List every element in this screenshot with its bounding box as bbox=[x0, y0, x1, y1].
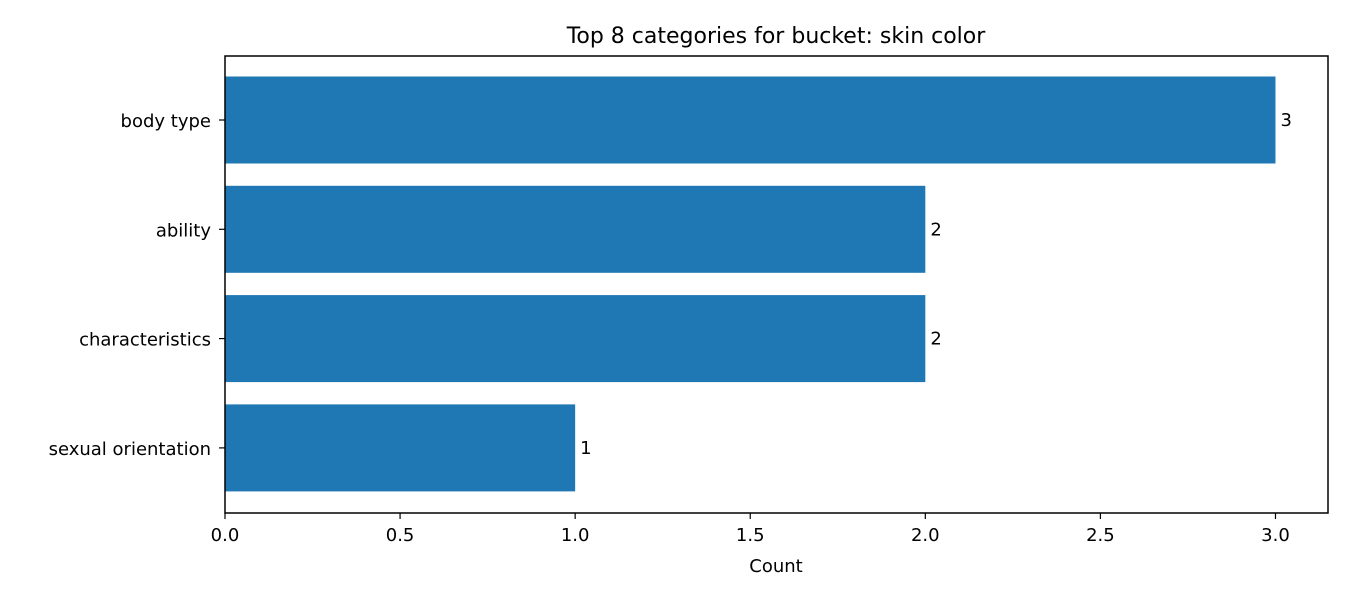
x-tick-label: 3.0 bbox=[1261, 525, 1290, 546]
y-tick-label: ability bbox=[156, 220, 212, 241]
chart-title: Top 8 categories for bucket: skin color bbox=[566, 24, 987, 49]
bar bbox=[225, 185, 926, 273]
bar bbox=[225, 295, 926, 383]
y-tick-label: sexual orientation bbox=[49, 439, 211, 460]
x-tick-label: 0.5 bbox=[386, 525, 415, 546]
bar-value-label: 3 bbox=[1280, 110, 1291, 131]
y-tick-label: characteristics bbox=[79, 330, 211, 351]
x-tick-label: 1.5 bbox=[736, 525, 765, 546]
bar-value-label: 2 bbox=[930, 219, 941, 240]
x-axis-label: Count bbox=[749, 556, 802, 577]
axes-frame bbox=[224, 55, 1329, 514]
bar bbox=[225, 76, 1276, 164]
x-tick-label: 2.5 bbox=[1086, 525, 1115, 546]
bar bbox=[225, 404, 576, 492]
x-tick-label: 1.0 bbox=[561, 525, 590, 546]
y-tick-label: body type bbox=[121, 111, 211, 132]
plot-area: 3 body type 2 ability 2 characteristics 1 sexua… bbox=[49, 76, 1292, 546]
x-tick-label: 0.0 bbox=[211, 525, 240, 546]
bar-value-label: 1 bbox=[580, 438, 591, 459]
bar-value-label: 2 bbox=[930, 329, 941, 350]
x-tick-label: 2.0 bbox=[911, 525, 940, 546]
